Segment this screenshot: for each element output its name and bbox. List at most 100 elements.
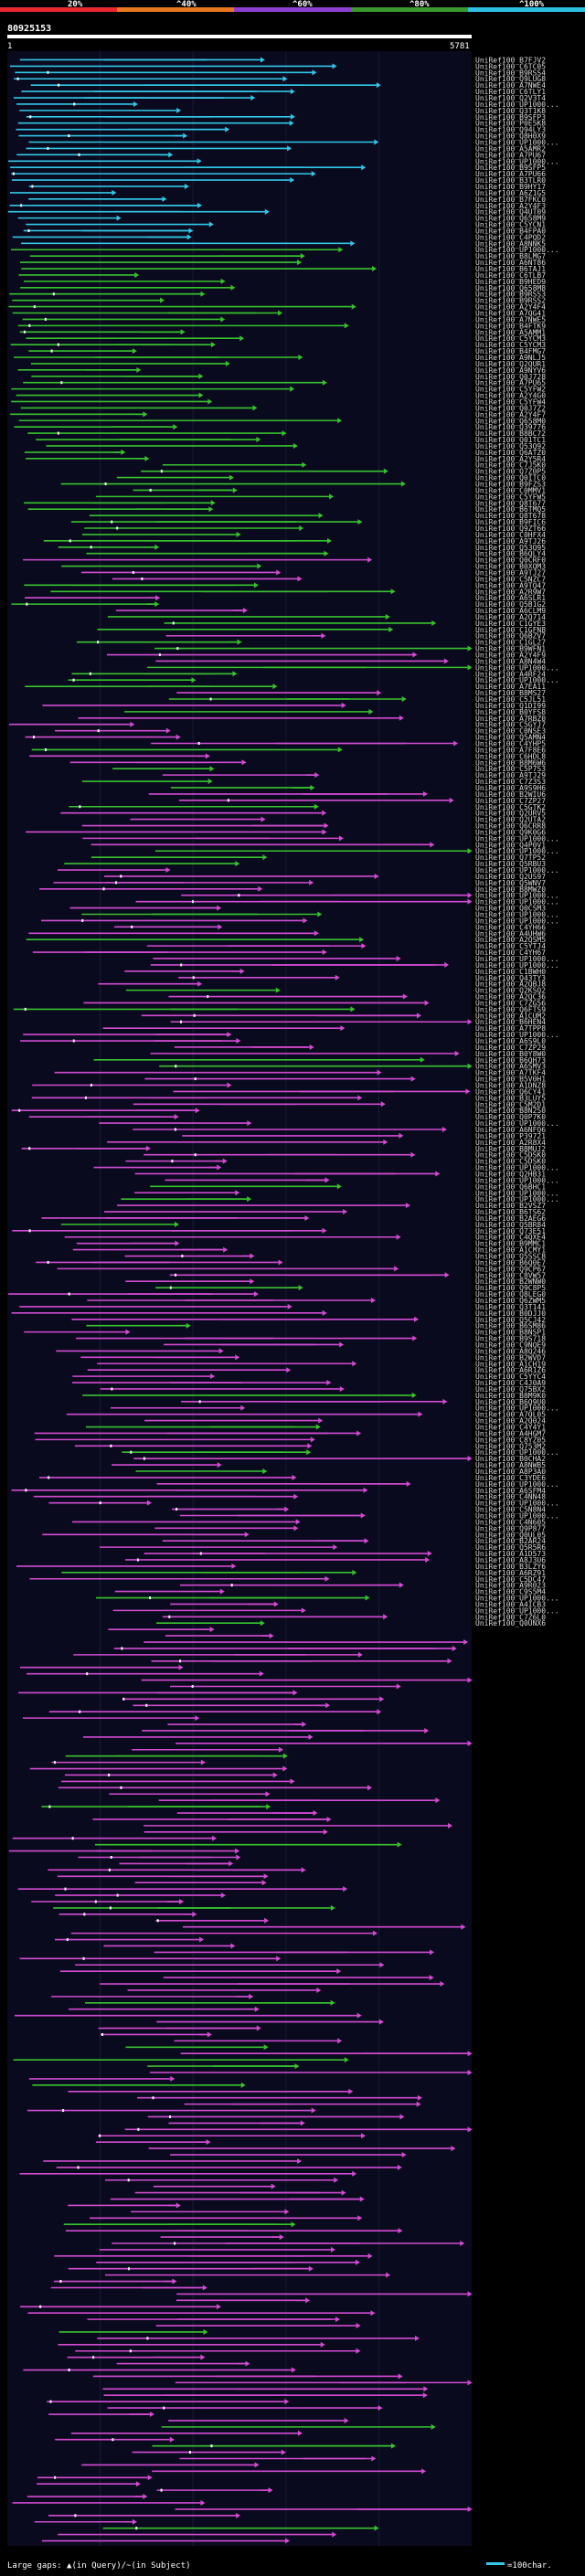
hit-arrow <box>144 455 150 461</box>
hit-arrow <box>394 1266 399 1272</box>
hit-arrow <box>305 2297 311 2304</box>
hit-label: UniRef100_Q8T677 <box>475 499 546 507</box>
hit-label: UniRef100_A2Y4G0 <box>475 392 546 400</box>
hit-arrow <box>377 1069 382 1076</box>
hit-label: UniRef100_UP1000... <box>475 917 559 925</box>
hit-arrow <box>379 1962 385 1968</box>
hit-label: UniRef100_UP1000... <box>475 892 559 900</box>
hit-label: UniRef100_C4PQD2 <box>475 233 546 241</box>
hit-arrow <box>147 2475 153 2481</box>
hit-label: UniRef100_Q6CRR8 <box>475 822 546 831</box>
gap-marker <box>168 1615 171 1618</box>
hit-arrow <box>406 1480 411 1487</box>
hit-arrow <box>441 1126 447 1132</box>
hit-label: UniRef100_B8MUJ2 <box>475 1145 546 1153</box>
hit-arrow <box>261 1880 267 1886</box>
hit-label: UniRef100_A9TJ26 <box>475 537 546 546</box>
hit-arrow <box>359 2196 365 2202</box>
hit-arrow <box>244 1532 250 1538</box>
hit-arrow <box>210 500 216 506</box>
gap-marker <box>127 2178 130 2182</box>
hit-arrow <box>261 816 266 822</box>
hit-arrow <box>376 82 381 89</box>
query-end: 5781 <box>450 42 470 51</box>
hit-label: UniRef100_B0YFS8 <box>475 708 546 716</box>
hit-label: UniRef100_B4FPA0 <box>475 227 546 235</box>
hit-arrow <box>374 139 379 145</box>
hit-arrow <box>467 664 473 671</box>
hit-arrow <box>454 1050 460 1056</box>
gap-marker <box>73 102 76 106</box>
hit-arrow <box>316 1987 322 1993</box>
plot-area <box>7 51 472 2546</box>
hit-label: UniRef100_C5YCN1 <box>475 221 546 229</box>
hit-label: UniRef100_A7EA11 <box>475 683 546 691</box>
hit-arrow <box>294 2063 300 2070</box>
hit-label: UniRef100_C6TLY1 <box>475 88 546 96</box>
hit-arrow <box>322 949 327 956</box>
hit-label: UniRef100_B8N2S0 <box>475 1107 546 1115</box>
hit-label: UniRef100_Q5WNV7 <box>475 879 546 887</box>
hit-arrow <box>262 854 268 861</box>
hit-arrow <box>247 1120 252 1127</box>
gap-marker <box>131 925 133 928</box>
hit-label: UniRef100_UP1000... <box>475 1164 559 1172</box>
gap-marker <box>97 641 100 644</box>
gap-marker <box>191 1684 194 1688</box>
hit-arrow <box>377 690 382 696</box>
hit-label: UniRef100_UP1000... <box>475 246 559 254</box>
gap-marker <box>47 1260 49 1264</box>
hit-label: UniRef100_Q73E51 <box>475 1227 546 1235</box>
gap-marker <box>20 204 23 207</box>
hit-arrow <box>397 1841 402 1848</box>
score-scale-labels: 20% ^40% ^60% ^80% ^100% <box>68 0 545 9</box>
hit-label: UniRef100_C4YHP5 <box>475 739 546 747</box>
hit-arrow <box>278 310 283 316</box>
gap-marker <box>86 1672 89 1676</box>
hit-arrow <box>339 1385 345 1392</box>
hit-arrow <box>338 247 344 253</box>
hit-arrow <box>271 2183 276 2189</box>
hit-arrow <box>435 1797 441 1804</box>
hit-arrow <box>332 63 337 69</box>
hit-arrow <box>209 766 215 772</box>
hit-label: UniRef100_Q6BZV7 <box>475 632 546 641</box>
hit-arrow <box>282 1765 288 1772</box>
hit-label: UniRef100_C5M2D1 <box>475 1100 546 1108</box>
hit-arrow <box>321 632 326 639</box>
hit-arrow <box>363 1487 368 1493</box>
hit-label: UniRef100_C5YCM3 <box>475 334 546 343</box>
hit-label: UniRef100_B2AEG6 <box>475 1214 546 1223</box>
hit-arrow <box>324 1575 330 1582</box>
hit-arrow <box>401 2152 407 2158</box>
hit-arrow <box>337 747 343 753</box>
hit-arrow <box>278 1259 283 1266</box>
hit-label: UniRef100_A2Y4F3 <box>475 202 546 210</box>
hit-label: UniRef100_B8MWZ0 <box>475 885 546 894</box>
hit-label: UniRef100_A6SMV3 <box>475 1063 546 1071</box>
hit-label: UniRef100_Q753M2 <box>475 1442 546 1450</box>
hit-arrow <box>205 753 210 759</box>
hit-arrow <box>400 481 406 487</box>
hit-label: UniRef100_Q8T678 <box>475 512 546 520</box>
hit-arrow <box>290 386 295 392</box>
hit-label: UniRef100_Q5B1G2 <box>475 600 546 609</box>
hit-arrow <box>208 221 214 228</box>
hit-label: UniRef100_C7Z3S3 <box>475 778 546 786</box>
hit-arrow <box>282 430 287 437</box>
hit-arrow <box>467 1063 473 1069</box>
hit-label: UniRef100_C7J5K0 <box>475 461 546 470</box>
hit-label: UniRef100_A7F8E6 <box>475 746 546 754</box>
hit-label: UniRef100_UP1000... <box>475 1500 559 1508</box>
hit-arrow <box>430 842 435 848</box>
hit-label: UniRef100_A2QSM5 <box>475 936 546 944</box>
hit-label: UniRef100_B9S718 <box>475 1335 546 1343</box>
gap-marker <box>64 1887 67 1891</box>
hit-label: UniRef100_Q9C8P5 <box>475 1284 546 1292</box>
gap-marker <box>176 1508 178 1511</box>
hit-label: UniRef100_Q8LEG0 <box>475 1290 546 1299</box>
scale-label: 20% <box>68 0 83 9</box>
hit-label: UniRef100_A6SFM4 <box>475 1487 546 1495</box>
gap-marker <box>24 1007 27 1011</box>
hit-label: UniRef100_A2Q714 <box>475 613 546 621</box>
